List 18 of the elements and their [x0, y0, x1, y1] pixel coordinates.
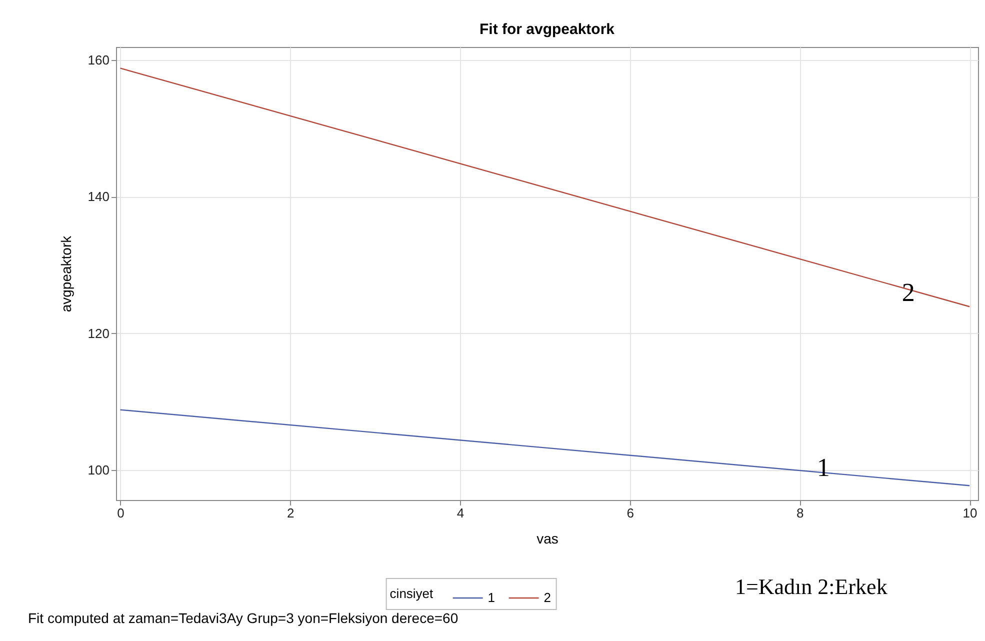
legend-label: 2: [544, 590, 552, 605]
x-tick-label: 2: [286, 506, 294, 520]
legend-title: cinsiyet: [390, 586, 434, 601]
x-tick-label: 6: [626, 506, 634, 520]
x-tick-label: 8: [796, 506, 804, 520]
x-tick-label: 0: [117, 506, 124, 520]
y-axis-title: avgpeaktork: [58, 234, 74, 312]
y-tick-label: 120: [88, 326, 110, 341]
chart-title: Fit for avgpeaktork: [479, 21, 616, 38]
legend-label: 1: [488, 590, 496, 605]
y-tick-label: 140: [88, 189, 110, 204]
text: 1=Kadın 2:Erkek: [735, 574, 888, 600]
x-tick-label: 10: [962, 506, 978, 520]
y-tick-label: 100: [88, 462, 110, 478]
x-axis-title: vas: [536, 530, 558, 546]
y-tick-label: 160: [88, 52, 110, 68]
x-tick-label: 4: [456, 506, 464, 520]
text: Fit computed at zaman=Tedavi3Ay Grup=3 yon=Fleksiyon derece=60: [28, 610, 458, 626]
